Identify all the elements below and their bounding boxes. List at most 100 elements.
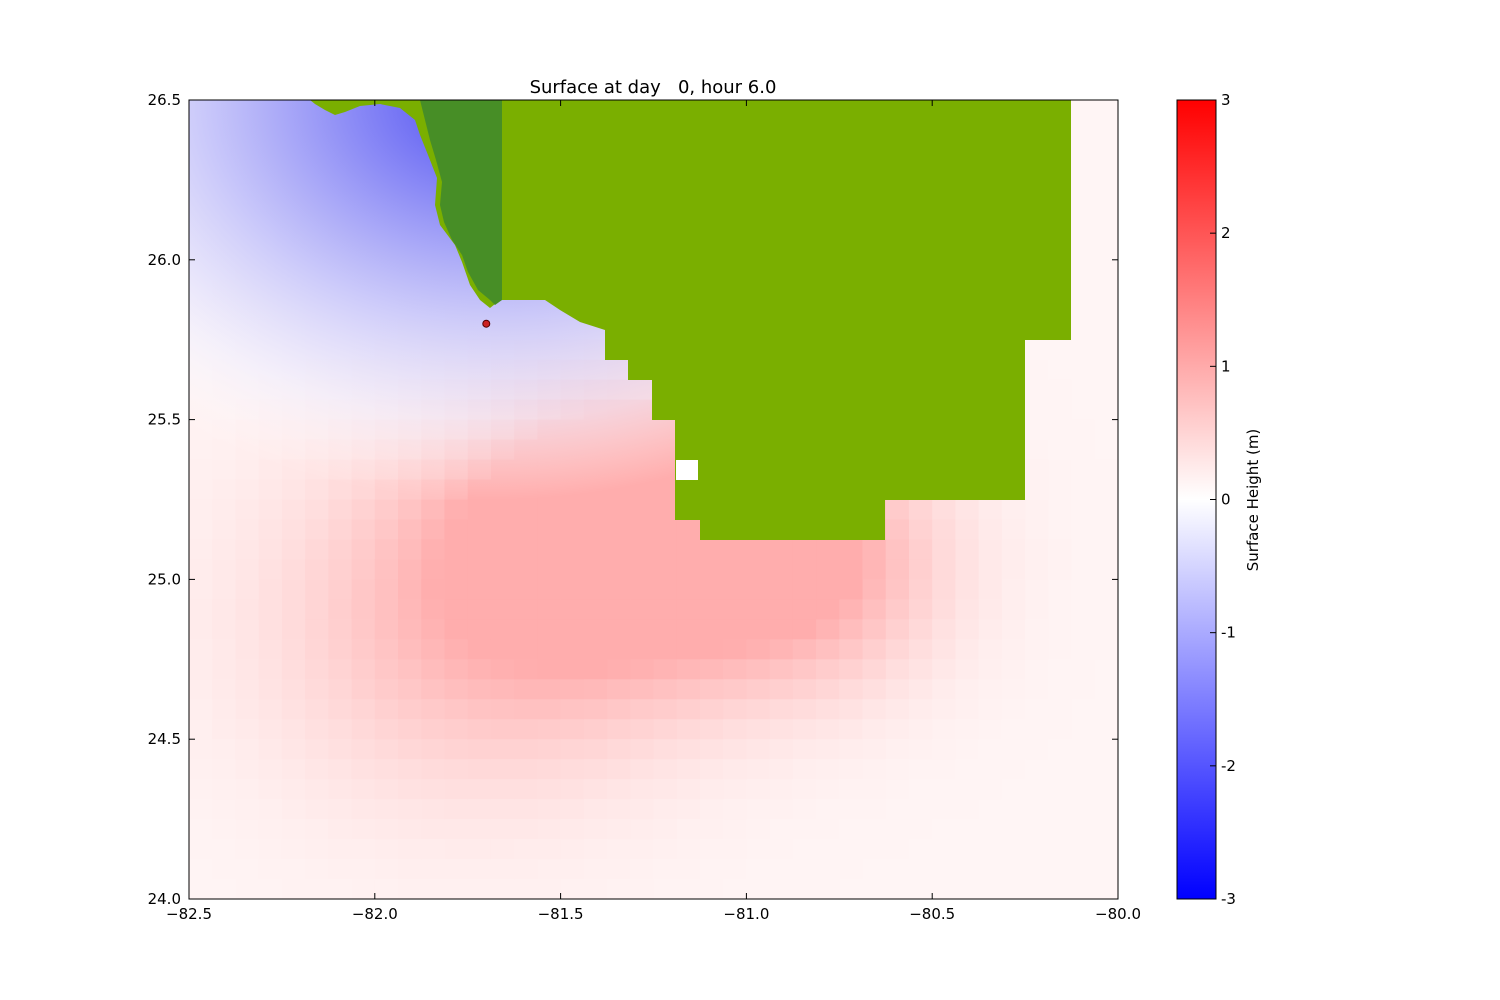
- water-cell: [978, 719, 1003, 740]
- water-cell: [862, 659, 887, 680]
- water-cell: [421, 759, 446, 780]
- water-cell: [769, 679, 794, 700]
- water-cell: [1048, 439, 1073, 461]
- water-cell: [885, 719, 910, 740]
- water-cell: [862, 839, 887, 860]
- water-cell: [189, 799, 213, 820]
- water-cell: [699, 859, 724, 880]
- water-cell: [653, 579, 678, 600]
- water-cell: [421, 819, 446, 840]
- water-cell: [212, 699, 237, 720]
- water-cell: [885, 639, 910, 660]
- water-cell: [607, 799, 631, 820]
- water-cell: [932, 599, 957, 620]
- water-cell: [676, 579, 701, 600]
- water-cell: [932, 619, 957, 640]
- water-cell: [258, 759, 283, 780]
- water-cell: [862, 579, 887, 600]
- water-cell: [583, 879, 608, 899]
- water-cell: [676, 879, 701, 899]
- water-cell: [792, 619, 817, 640]
- water-cell: [490, 859, 515, 880]
- water-cell: [816, 539, 840, 561]
- water-cell: [839, 779, 864, 800]
- water-cell: [978, 879, 1003, 899]
- water-cell: [1001, 879, 1026, 899]
- water-cell: [421, 839, 446, 860]
- water-cell: [816, 859, 840, 880]
- water-cell: [258, 499, 283, 521]
- water-cell: [862, 799, 887, 820]
- water-cell: [328, 659, 353, 680]
- water-cell: [421, 499, 446, 521]
- water-cell: [305, 639, 329, 660]
- water-cell: [792, 859, 817, 880]
- water-cell: [490, 579, 515, 600]
- water-cell: [792, 679, 817, 700]
- water-cell: [746, 739, 771, 760]
- x-tick-label: −82.0: [352, 905, 398, 923]
- water-cell: [1048, 539, 1073, 561]
- water-cell: [258, 879, 283, 899]
- water-cell: [421, 799, 446, 820]
- water-cell: [351, 799, 376, 820]
- water-cell: [676, 599, 701, 620]
- water-cell: [1094, 179, 1118, 201]
- water-cell: [607, 819, 631, 840]
- water-cell: [723, 679, 748, 700]
- water-cell: [792, 579, 817, 600]
- water-cell: [816, 719, 840, 740]
- water-cell: [816, 759, 840, 780]
- water-cell: [490, 839, 515, 860]
- water-cell: [862, 879, 887, 899]
- water-cell: [676, 819, 701, 840]
- water-cell: [537, 699, 562, 720]
- water-cell: [839, 699, 864, 720]
- water-cell: [514, 879, 538, 899]
- water-cell: [1048, 519, 1073, 541]
- water-cell: [839, 719, 864, 740]
- water-cell: [398, 499, 422, 521]
- water-cell: [816, 779, 840, 800]
- water-cell: [699, 539, 724, 561]
- water-cell: [514, 699, 538, 720]
- water-cell: [421, 679, 446, 700]
- water-cell: [1048, 599, 1073, 620]
- water-cell: [1094, 639, 1118, 660]
- water-cell: [676, 679, 701, 700]
- water-cell: [862, 699, 887, 720]
- water-cell: [908, 619, 933, 640]
- water-cell: [305, 799, 329, 820]
- water-cell: [630, 579, 655, 600]
- water-cell: [235, 519, 260, 541]
- y-tick-label: 24.5: [148, 730, 181, 748]
- water-cell: [885, 659, 910, 680]
- water-cell: [305, 759, 329, 780]
- water-cell: [560, 659, 585, 680]
- water-cell: [978, 659, 1003, 680]
- water-cell: [955, 719, 980, 740]
- water-cell: [607, 559, 631, 580]
- water-cell: [583, 579, 608, 600]
- water-cell: [235, 739, 260, 760]
- water-cell: [885, 519, 910, 541]
- water-cell: [978, 579, 1003, 600]
- water-cell: [769, 719, 794, 740]
- water-cell: [560, 679, 585, 700]
- water-cell: [862, 759, 887, 780]
- water-cell: [212, 779, 237, 800]
- water-cell: [281, 499, 306, 521]
- water-cell: [653, 739, 678, 760]
- water-cell: [653, 859, 678, 880]
- water-cell: [398, 679, 422, 700]
- water-cell: [305, 539, 329, 561]
- plot-area: [189, 100, 1118, 899]
- x-axis: −82.5 −82.0 −81.5 −81.0 −80.5 −80.0: [166, 100, 1141, 923]
- water-cell: [862, 819, 887, 840]
- water-cell: [235, 759, 260, 780]
- water-cell: [212, 499, 237, 521]
- water-cell: [1048, 359, 1073, 381]
- water-cell: [792, 539, 817, 561]
- water-cell: [1094, 319, 1118, 341]
- water-cell: [189, 719, 213, 740]
